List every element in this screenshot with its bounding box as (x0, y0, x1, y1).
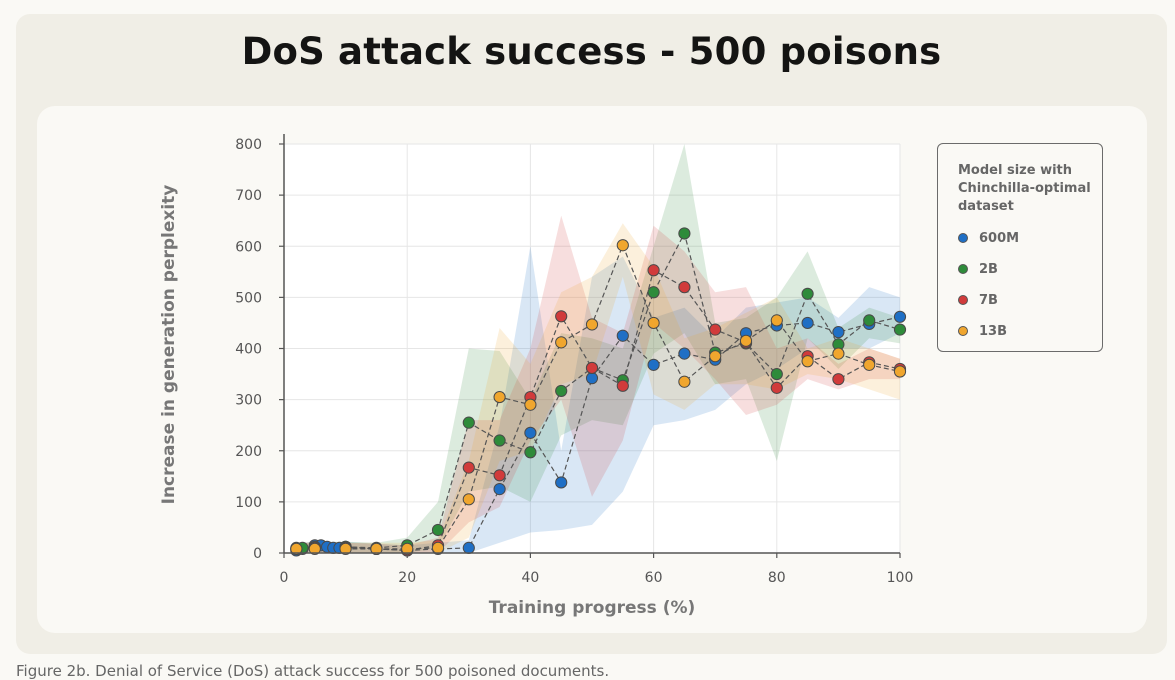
data-point-2b (431, 523, 445, 537)
data-point-13b (739, 334, 753, 347)
data-point-7b (616, 379, 629, 392)
data-point-600m (462, 541, 475, 554)
data-point-13b (709, 350, 722, 363)
x-tick-label: 60 (645, 570, 663, 586)
data-point-600m (555, 476, 568, 489)
y-tick-label: 500 (235, 290, 262, 306)
data-point-2b (524, 446, 537, 459)
data-point-13b (801, 355, 814, 368)
data-point-7b (462, 461, 475, 474)
x-tick-label: 40 (521, 570, 539, 586)
legend-item-600m: 600M (958, 229, 1102, 247)
legend-label-7b: 7B (979, 292, 998, 308)
legend-item-13b: 13B (958, 322, 1102, 340)
data-point-2b (555, 384, 568, 398)
data-point-13b (370, 542, 383, 556)
data-point-13b (832, 347, 845, 360)
data-point-600m (616, 329, 629, 342)
data-point-13b (863, 358, 876, 371)
data-point-7b (770, 381, 783, 394)
legend: Model size with Chinchilla-optimal datas… (937, 143, 1103, 352)
x-tick-label: 0 (280, 570, 289, 586)
data-point-13b (678, 375, 691, 388)
data-point-7b (709, 323, 722, 336)
data-point-13b (524, 398, 537, 411)
y-tick-label: 0 (253, 546, 262, 562)
data-point-7b (555, 310, 568, 323)
data-point-13b (616, 239, 629, 252)
y-tick-label: 700 (235, 188, 262, 204)
legend-marker-13b (958, 326, 968, 336)
data-point-2b (863, 314, 876, 327)
band-2b (296, 144, 900, 553)
data-point-7b (585, 361, 599, 375)
data-point-600m (678, 347, 691, 360)
band-7b (296, 215, 900, 553)
legend-item-2b: 2B (958, 260, 1102, 278)
data-point-2b (493, 434, 506, 447)
data-point-2b (893, 323, 907, 336)
series-line-2b (296, 231, 901, 549)
data-point-13b (308, 542, 321, 556)
x-tick-label: 100 (887, 570, 914, 586)
data-point-7b (678, 281, 691, 294)
data-point-13b (462, 493, 475, 506)
band-600m (296, 246, 900, 553)
legend-marker-600m (958, 233, 968, 243)
data-point-13b (893, 365, 907, 378)
y-tick-label: 400 (235, 342, 262, 358)
y-tick-label: 100 (235, 495, 262, 511)
data-point-13b (770, 314, 783, 327)
x-tick-label: 80 (768, 570, 786, 586)
data-point-2b (678, 227, 691, 240)
data-point-600m (647, 358, 660, 371)
data-point-7b (493, 469, 506, 482)
data-point-13b (493, 390, 506, 404)
y-tick-label: 200 (235, 444, 262, 460)
data-point-13b (431, 541, 445, 554)
data-point-13b (555, 336, 568, 349)
x-axis-label: Training progress (%) (489, 598, 696, 618)
y-axis-label: Increase in generation perplexity (159, 185, 179, 505)
data-point-600m (585, 372, 599, 385)
y-tick-label: 600 (235, 239, 262, 255)
data-point-600m (893, 310, 907, 323)
series-points-13b (290, 239, 907, 556)
data-point-600m (801, 316, 814, 330)
y-tick-label: 300 (235, 393, 262, 409)
legend-item-7b: 7B (958, 291, 1102, 309)
data-point-2b (801, 287, 814, 300)
chart-title: DoS attack success - 500 poisons (241, 30, 942, 73)
legend-title: Model size with Chinchilla-optimal datas… (958, 163, 1091, 214)
data-point-13b (339, 542, 352, 556)
data-point-2b (770, 367, 783, 381)
figure-caption: Figure 2b. Denial of Service (DoS) attac… (16, 662, 610, 680)
legend-marker-2b (958, 264, 968, 274)
y-tick-label: 800 (235, 137, 262, 153)
data-point-2b (462, 416, 475, 429)
data-point-600m (832, 326, 845, 339)
data-point-600m (493, 482, 506, 496)
legend-label-13b: 13B (979, 323, 1007, 339)
legend-label-2b: 2B (979, 261, 998, 277)
legend-marker-7b (958, 295, 968, 305)
legend-label-600m: 600M (979, 230, 1020, 246)
data-point-7b (647, 264, 660, 277)
data-point-13b (290, 542, 303, 556)
data-point-2b (647, 286, 660, 299)
data-point-13b (647, 316, 660, 330)
x-tick-label: 20 (398, 570, 416, 586)
data-point-13b (585, 318, 599, 331)
data-point-7b (832, 373, 845, 386)
data-point-600m (524, 426, 537, 439)
